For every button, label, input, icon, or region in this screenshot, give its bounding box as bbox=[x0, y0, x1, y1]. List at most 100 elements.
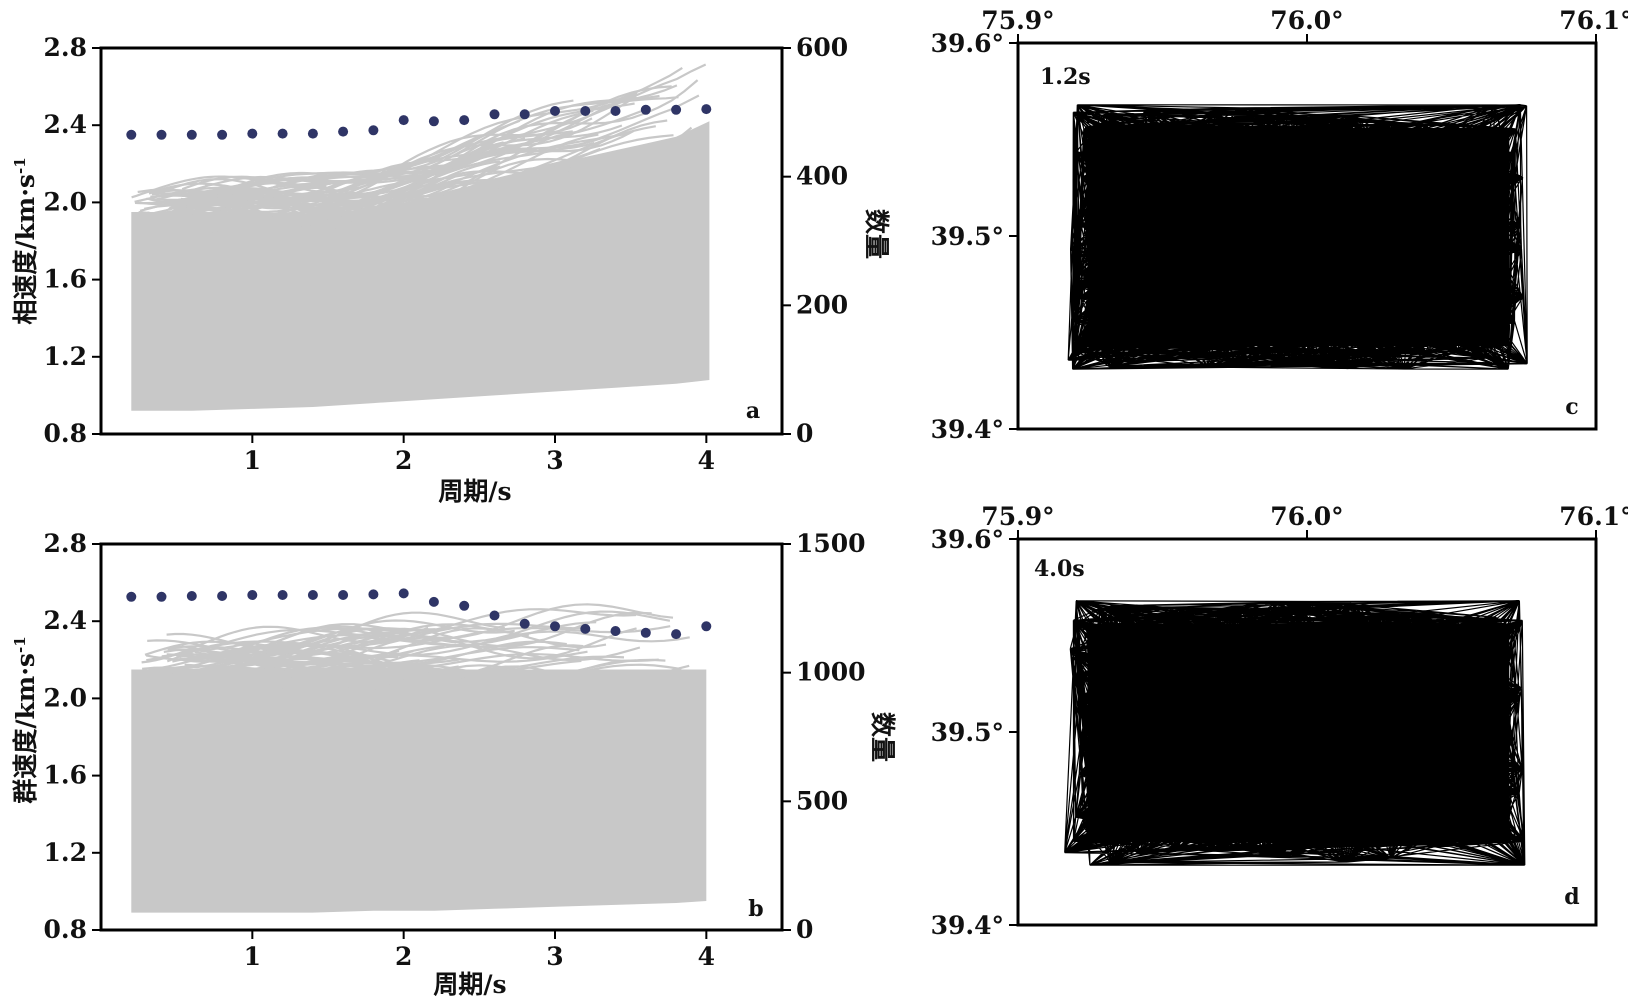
x-tick-label: 3 bbox=[546, 446, 563, 475]
dispersion-curve bbox=[205, 102, 635, 202]
count-point bbox=[368, 589, 379, 600]
x-tick-label: 4 bbox=[698, 446, 715, 475]
panel-c-period: 1.2s bbox=[1040, 64, 1091, 90]
panel-a-xlabel: 周期/s bbox=[438, 477, 511, 506]
x-tick-label: 4 bbox=[698, 942, 715, 971]
count-point bbox=[428, 116, 439, 127]
panel-d-label: d bbox=[1564, 884, 1579, 910]
dispersion-curve bbox=[195, 638, 386, 666]
panel-c-ray-paths bbox=[1067, 104, 1528, 370]
x-tick-label: 2 bbox=[395, 942, 412, 971]
count-point bbox=[610, 626, 621, 636]
dispersion-curve bbox=[181, 206, 379, 230]
lat-tick-label: 39.6° bbox=[931, 525, 1004, 554]
count-point bbox=[156, 129, 167, 140]
count-point bbox=[307, 128, 318, 139]
count-point bbox=[126, 591, 137, 602]
panel-a-label: a bbox=[746, 398, 760, 424]
ray-path-bundle bbox=[1064, 600, 1526, 866]
panel-c-ray-map: 75.9° 76.0° 76.1° 39.4° 39.5° 39.6° 1.2s c bbox=[931, 6, 1628, 444]
dispersion-curve bbox=[131, 175, 327, 199]
y2-tick-label: 500 bbox=[796, 786, 848, 815]
lon-tick-label: 76.1° bbox=[1559, 502, 1628, 531]
dispersion-curve bbox=[168, 674, 597, 695]
y-tick-label: 2.4 bbox=[44, 110, 88, 139]
dispersion-curve bbox=[166, 611, 505, 651]
count-point bbox=[126, 129, 137, 140]
count-point bbox=[671, 104, 682, 115]
count-point bbox=[247, 590, 258, 600]
count-point bbox=[550, 621, 560, 632]
y-tick-label: 2.0 bbox=[44, 683, 88, 712]
count-point bbox=[338, 126, 349, 137]
panel-a-curves bbox=[131, 63, 710, 411]
count-point bbox=[640, 627, 651, 638]
dispersion-curve bbox=[147, 619, 515, 654]
count-point bbox=[701, 621, 712, 632]
x-tick-label: 1 bbox=[244, 942, 261, 971]
y-tick-label: 2.0 bbox=[44, 187, 88, 216]
y2-tick-label: 400 bbox=[796, 162, 848, 191]
dispersion-curve bbox=[182, 603, 674, 659]
count-point bbox=[217, 129, 228, 140]
panel-a-frame bbox=[99, 46, 784, 436]
panel-a-y2label: 数量 bbox=[862, 209, 891, 259]
dispersion-curve bbox=[161, 608, 637, 658]
panel-a-count-points bbox=[126, 104, 712, 140]
panel-a-ylabel: 相速度/km·s-1 bbox=[11, 157, 40, 324]
panel-d-ticks: 75.9° 76.0° 76.1° 39.4° 39.5° 39.6° bbox=[931, 502, 1628, 940]
panel-b-curves bbox=[131, 603, 707, 913]
dispersion-curve bbox=[191, 177, 442, 226]
panel-b-ticks: 0.8 1.2 1.6 2.0 2.4 2.8 0 500 1000 1500 1 2 3 4 bbox=[44, 529, 866, 971]
panel-d-period: 4.0s bbox=[1034, 556, 1085, 582]
dispersion-curve bbox=[205, 95, 637, 207]
panel-b-frame bbox=[99, 542, 784, 932]
y2-tick-label: 600 bbox=[796, 33, 848, 62]
count-point bbox=[640, 104, 651, 115]
panel-a-dispersion-phase: 0.8 1.2 1.6 2.0 2.4 2.8 0 200 400 600 1 2 3 4 周期/s 相速… bbox=[11, 33, 891, 506]
count-point bbox=[519, 618, 530, 629]
panel-b-label: b bbox=[748, 896, 763, 922]
count-point bbox=[217, 591, 228, 601]
dispersion-curve bbox=[204, 141, 595, 212]
y-tick-label: 2.8 bbox=[44, 529, 88, 558]
panel-b-xlabel: 周期/s bbox=[433, 970, 506, 999]
y-tick-label: 1.2 bbox=[44, 342, 88, 371]
lon-tick-label: 75.9° bbox=[981, 6, 1054, 35]
x-tick-label: 1 bbox=[244, 446, 261, 475]
count-point bbox=[277, 128, 288, 139]
lat-tick-label: 39.5° bbox=[931, 718, 1004, 747]
dispersion-curve bbox=[163, 650, 350, 674]
x-tick-label: 2 bbox=[395, 446, 412, 475]
lon-tick-label: 76.0° bbox=[1270, 502, 1343, 531]
dispersion-curve bbox=[180, 167, 585, 231]
ray-path-bundle bbox=[1067, 104, 1528, 370]
dispersion-curve bbox=[157, 165, 501, 213]
y2-tick-label: 1500 bbox=[796, 529, 866, 558]
lon-tick-label: 76.1° bbox=[1559, 6, 1628, 35]
dispersion-curve bbox=[198, 625, 671, 659]
panel-b-y2label: 数量 bbox=[868, 712, 897, 762]
dispersion-curve bbox=[205, 646, 580, 669]
count-point bbox=[519, 109, 530, 120]
y-tick-label: 1.6 bbox=[44, 265, 88, 294]
count-point bbox=[307, 590, 318, 600]
y-tick-label: 2.8 bbox=[44, 33, 88, 62]
dispersion-curve bbox=[134, 663, 682, 686]
dispersion-envelope bbox=[131, 669, 707, 913]
count-point bbox=[580, 106, 591, 116]
count-point bbox=[459, 115, 470, 126]
y2-tick-label: 0 bbox=[796, 419, 813, 448]
panel-c-label: c bbox=[1565, 394, 1578, 420]
count-point bbox=[368, 125, 379, 136]
panel-d-ray-map: 75.9° 76.0° 76.1° 39.4° 39.5° 39.6° 4.0s d bbox=[931, 502, 1628, 940]
lat-tick-label: 39.5° bbox=[931, 222, 1004, 251]
count-point bbox=[489, 610, 500, 621]
lon-tick-label: 75.9° bbox=[981, 502, 1054, 531]
count-point bbox=[489, 109, 500, 120]
count-point bbox=[186, 591, 197, 601]
dispersion-curve bbox=[202, 139, 702, 234]
count-point bbox=[186, 129, 197, 140]
